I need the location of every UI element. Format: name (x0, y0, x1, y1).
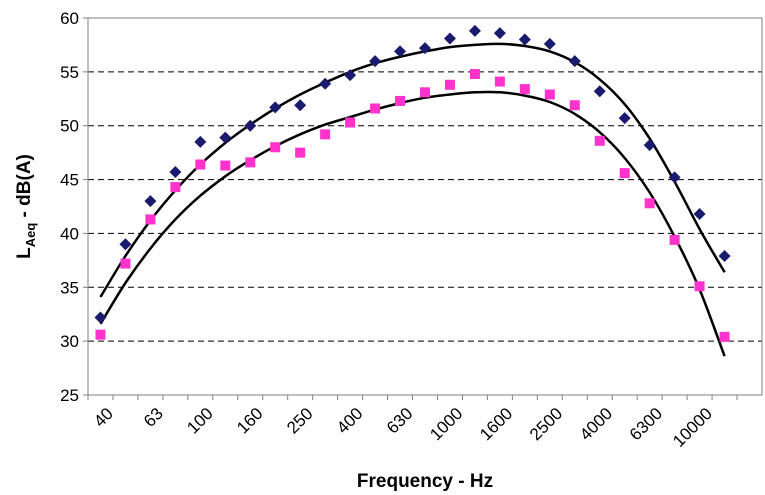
series-1-point (144, 195, 157, 208)
trend-line-1 (99, 42, 726, 298)
series-1-point (169, 166, 182, 179)
series-2-point (170, 182, 181, 193)
series-1-point (718, 250, 731, 263)
y-tick-label: 60 (60, 9, 79, 28)
series-1-point (618, 112, 631, 125)
series-2-point (519, 84, 530, 95)
series-2-point (145, 214, 156, 225)
series-2-point (694, 281, 705, 292)
series-2-point (619, 168, 630, 179)
y-tick-label: 25 (60, 386, 79, 405)
series-1-point (369, 55, 382, 68)
series-2-point (569, 100, 580, 111)
y-tick-label: 30 (60, 332, 79, 351)
series-2-point (469, 69, 480, 80)
x-tick-label: 4000 (576, 404, 616, 444)
series-2-point (644, 198, 655, 209)
series-1-point (643, 139, 656, 152)
series-1-point (194, 135, 207, 148)
series-2-point (270, 142, 281, 153)
x-tick-label: 400 (333, 404, 366, 437)
trend-line-2 (99, 90, 726, 357)
data-points (94, 24, 731, 342)
y-axis-label: LAeq - dB(A) (14, 154, 38, 259)
series-2-point (420, 87, 430, 98)
series-1-point (468, 24, 481, 37)
series-2-point (120, 258, 131, 269)
x-tick-label: 40 (90, 404, 117, 431)
series-2-point (195, 159, 206, 170)
series-1-point (593, 85, 606, 98)
trend-lines (99, 42, 726, 357)
series-1-point (419, 42, 431, 55)
series-1-point (443, 32, 456, 45)
series-1-point (94, 311, 107, 324)
series-2-point (220, 160, 231, 171)
series-2-point (494, 76, 505, 87)
x-tick-label: 10000 (669, 404, 716, 451)
series-1-point (294, 99, 307, 112)
series-1-point (693, 208, 706, 221)
y-tick-label: 40 (60, 224, 79, 243)
series-1-point (668, 171, 681, 184)
series-2-point (395, 95, 406, 106)
gridlines (88, 71, 762, 342)
series-1-point (543, 37, 556, 50)
x-tick-label: 2500 (526, 404, 566, 444)
series-2-point (594, 135, 605, 146)
x-axis-ticks: 40 63 100 160 250 400 630 1000 1600 2500 4000 6300 1… (87, 395, 738, 451)
y-axis-ticks: 25 30 35 40 45 50 55 60 (60, 9, 88, 405)
x-tick-label: 160 (233, 404, 266, 437)
series-1-point (219, 131, 232, 144)
y-tick-label: 50 (60, 117, 79, 136)
series-1-point (244, 119, 257, 132)
x-axis-label: Frequency - Hz (357, 471, 493, 492)
series-1-point (518, 33, 531, 46)
series-2-point (370, 103, 381, 114)
y-tick-label: 45 (60, 171, 79, 190)
series-1-point (493, 27, 506, 40)
series-2-point (245, 157, 256, 168)
series-1-point (269, 101, 282, 114)
x-tick-label: 1000 (426, 404, 466, 444)
x-tick-label: 63 (140, 404, 167, 431)
series-2-point (669, 234, 680, 245)
series-2-point (719, 331, 730, 342)
series-1-point (319, 77, 332, 90)
series-1-point (344, 69, 357, 82)
series-2-point (295, 147, 306, 158)
x-tick-label: 250 (283, 404, 316, 437)
series-2-point (320, 129, 331, 140)
series-1-point (119, 238, 132, 251)
series-1-point (568, 55, 581, 68)
series-1-point (394, 45, 407, 58)
y-tick-label: 35 (60, 278, 79, 297)
series-2-point (95, 329, 106, 340)
series-2-point (544, 89, 555, 100)
x-tick-label: 6300 (626, 404, 666, 444)
y-tick-label: 55 (60, 63, 79, 82)
x-tick-label: 1600 (476, 404, 516, 444)
x-tick-label: 630 (383, 404, 416, 437)
x-tick-label: 100 (183, 404, 216, 437)
series-2-point (444, 79, 455, 90)
series-2-point (345, 117, 356, 128)
plot-area-frame (87, 17, 763, 396)
